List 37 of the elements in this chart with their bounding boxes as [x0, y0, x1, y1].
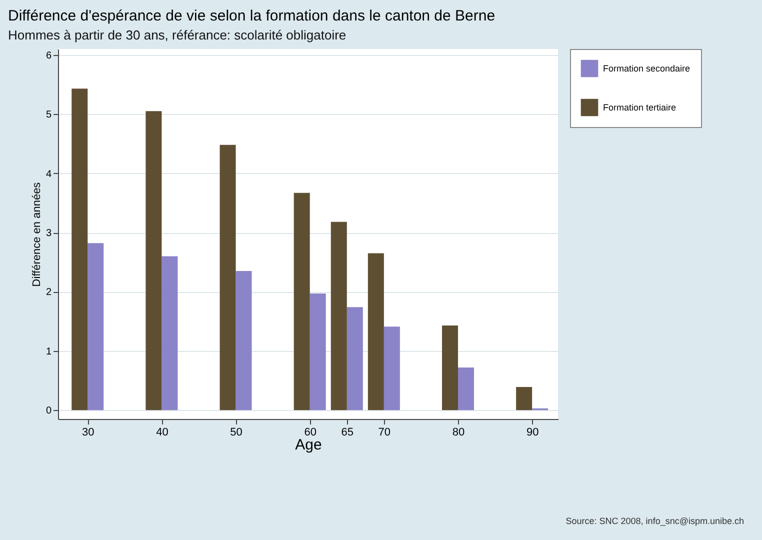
bar	[310, 293, 326, 410]
x-tick-label: 50	[230, 426, 242, 438]
y-tick-label: 5	[46, 110, 52, 121]
x-axis-title: Age	[295, 436, 322, 454]
bar	[294, 192, 310, 410]
chart-subtitle: Hommes à partir de 30 ans, référance: scolarité obligatoire	[8, 28, 346, 42]
bar	[162, 256, 178, 410]
bar	[220, 144, 236, 410]
bar	[236, 271, 252, 410]
y-tick-label: 0	[46, 406, 52, 417]
y-tick-label: 4	[46, 168, 52, 180]
bar	[146, 111, 162, 410]
bar	[442, 325, 458, 410]
x-tick-label: 30	[82, 426, 94, 438]
bar	[384, 326, 400, 410]
legend-label: Formation tertiaire	[603, 102, 676, 112]
x-tick-label: 70	[378, 426, 391, 438]
bar	[368, 253, 384, 410]
bar	[330, 222, 347, 410]
y-tick-label: 2	[46, 287, 52, 298]
y-tick-label: 1	[46, 346, 52, 358]
x-tick-label: 60	[304, 426, 316, 438]
chart-title: Différence d'espérance de vie selon la formation dans le canton de Berne	[8, 8, 496, 24]
x-tick-label: 80	[452, 426, 465, 438]
x-tick-label: 65	[341, 426, 354, 438]
y-axis-title: Différence en années	[30, 182, 43, 287]
y-tick-label: 3	[46, 228, 52, 240]
bar	[88, 243, 104, 410]
x-tick-label: 40	[156, 426, 168, 438]
x-tick-label: 90	[526, 426, 539, 438]
bar	[346, 307, 363, 410]
source-note: Source: SNC 2008, info_snc@ispm.unibe.ch	[566, 516, 744, 526]
y-tick-label: 6	[46, 50, 52, 62]
legend-label: Formation secondaire	[603, 64, 690, 74]
bar	[72, 88, 88, 410]
bar	[458, 367, 474, 410]
bar	[516, 387, 532, 410]
